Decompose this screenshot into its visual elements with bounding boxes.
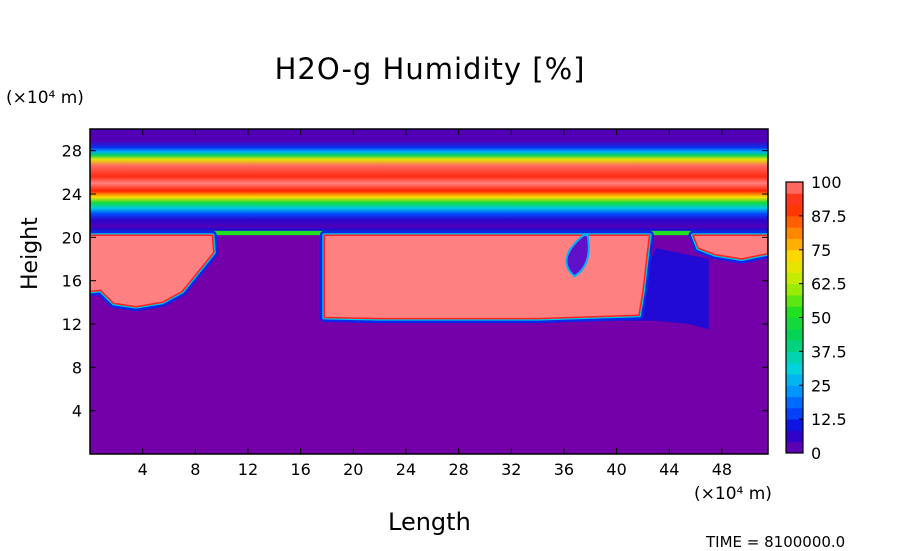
chart-title: H2O-g Humidity [%] [274,52,586,86]
colorbar-segment [786,385,803,398]
colorbar-segment [786,441,803,454]
colorbar-segment [786,261,803,273]
colorbar-segment [786,193,803,206]
colorbar-segment [786,249,803,262]
dry-intrusion [565,234,590,278]
colorbar-label: 87.5 [811,207,847,226]
colorbar-segment [786,306,803,318]
y-tick-label: 24 [62,185,82,204]
colorbar-segment [786,317,803,330]
plot-frame [89,128,769,455]
x-tick-label: 44 [659,460,679,479]
x-tick-label: 48 [712,460,732,479]
colorbar-segment [786,283,803,296]
colorbar-segment [786,227,803,239]
x-unit-label: (×10⁴ m) [694,484,772,504]
colorbar-segment [786,430,803,443]
colorbar-segment [786,419,803,431]
y-unit-label: (×10⁴ m) [6,88,84,108]
colorbar-segment [786,272,803,285]
x-tick-label: 8 [190,460,200,479]
x-tick-label: 4 [138,460,148,479]
colorbar-label: 25 [811,376,831,395]
colorbar-label: 0 [811,444,821,463]
colorbar-label: 12.5 [811,410,847,429]
colorbar-label: 100 [811,173,842,192]
upper-humidity-bands [90,129,768,232]
colorbar-segment [786,204,803,217]
colorbar-label: 50 [811,309,831,328]
y-tick-label: 4 [72,402,82,421]
y-axis-label: Height [18,217,43,290]
colorbar-segment [786,182,803,194]
time-label: TIME = 8100000.0 [706,533,846,551]
colorbar-segment [786,351,803,364]
colorbar-segment [786,396,803,409]
colorbar-segment [786,362,803,375]
y-tick-label: 16 [62,272,82,291]
colorbar-segment [786,373,803,386]
x-tick-label: 16 [290,460,310,479]
y-tick-label: 20 [62,228,82,247]
colorbar-segment [786,215,803,228]
x-tick-label: 12 [238,460,258,479]
cloud-left [90,234,215,308]
cloud-main [323,234,651,320]
colorbar-label: 62.5 [811,275,847,294]
x-axis-label: Length [388,508,471,536]
humidity-field [90,129,768,454]
x-tick-label: 32 [501,460,521,479]
colorbar-segment [786,238,803,251]
y-tick-label: 28 [62,142,82,161]
colorbar-segment [786,328,803,341]
y-tick-label: 12 [62,315,82,334]
colorbar-segment [786,407,803,420]
colorbar-label: 37.5 [811,342,847,361]
x-tick-label: 24 [396,460,416,479]
x-tick-label: 40 [606,460,626,479]
y-tick-label: 8 [72,358,82,377]
cloud-right [692,234,768,260]
colorbar-segment [786,340,803,352]
colorbar-segment [786,294,803,307]
colorbar-label: 75 [811,241,831,260]
x-tick-label: 28 [448,460,468,479]
x-tick-label: 20 [343,460,363,479]
blue-plume [485,248,709,330]
x-tick-label: 36 [554,460,574,479]
